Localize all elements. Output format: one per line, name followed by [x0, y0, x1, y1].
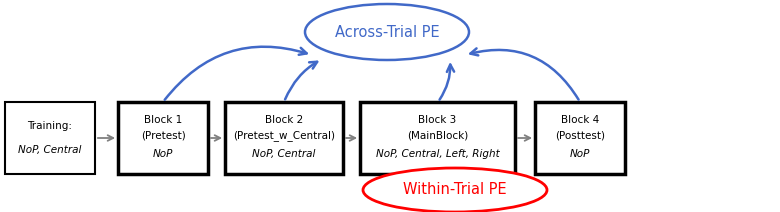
Text: Block 1: Block 1 [144, 115, 182, 125]
Ellipse shape [363, 168, 547, 212]
FancyBboxPatch shape [5, 102, 95, 174]
FancyBboxPatch shape [360, 102, 515, 174]
Text: NoP: NoP [570, 149, 590, 159]
Text: Within-Trial PE: Within-Trial PE [403, 183, 507, 198]
FancyBboxPatch shape [118, 102, 208, 174]
Text: NoP, Central: NoP, Central [252, 149, 316, 159]
Text: NoP: NoP [153, 149, 173, 159]
Ellipse shape [305, 4, 469, 60]
Text: Across-Trial PE: Across-Trial PE [335, 25, 439, 39]
Text: (Pretest): (Pretest) [140, 131, 186, 141]
Text: NoP, Central: NoP, Central [18, 145, 82, 155]
Text: (MainBlock): (MainBlock) [407, 131, 468, 141]
FancyBboxPatch shape [535, 102, 625, 174]
Text: Block 3: Block 3 [418, 115, 456, 125]
Text: (Posttest): (Posttest) [555, 131, 605, 141]
Text: NoP, Central, Left, Right: NoP, Central, Left, Right [376, 149, 499, 159]
Text: Training:: Training: [27, 121, 73, 131]
Text: Block 4: Block 4 [561, 115, 599, 125]
Text: Block 2: Block 2 [265, 115, 303, 125]
Text: (Pretest_w_Central): (Pretest_w_Central) [233, 131, 335, 141]
FancyBboxPatch shape [225, 102, 343, 174]
